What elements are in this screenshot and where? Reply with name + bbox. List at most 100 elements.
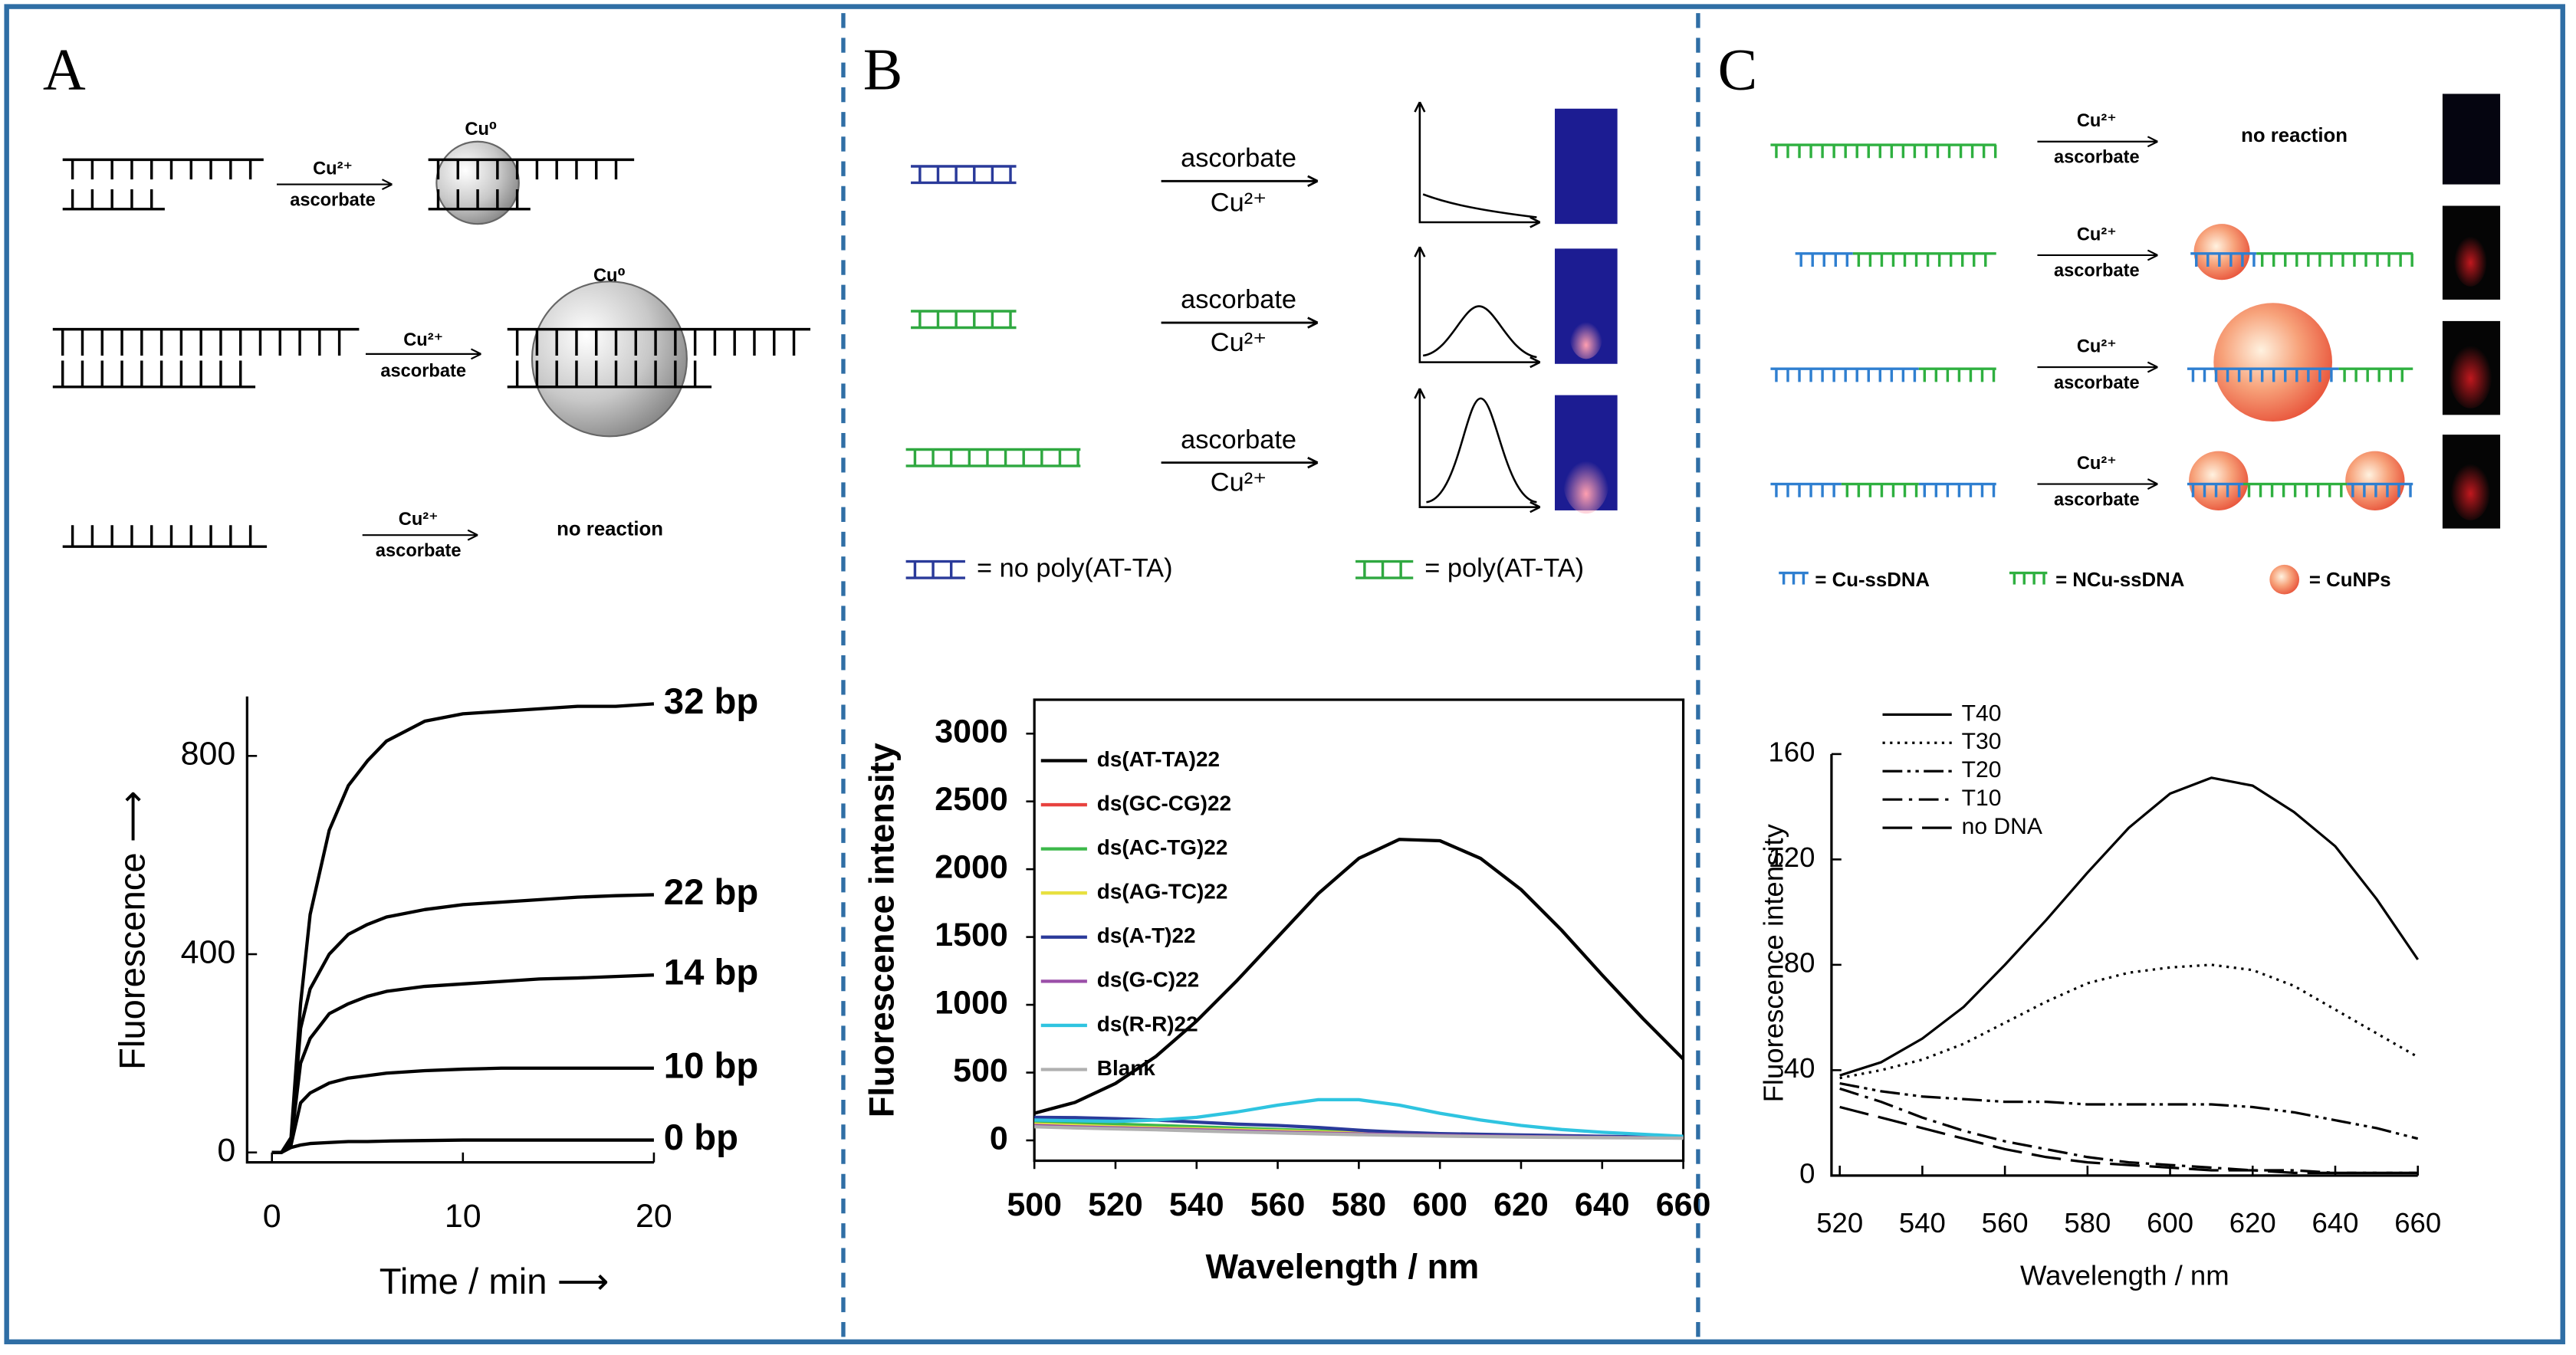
x-tick-label: 640 bbox=[2312, 1207, 2359, 1239]
legend-label: T30 bbox=[1962, 729, 2002, 754]
reagent: ascorbate bbox=[1181, 285, 1296, 314]
dna-strand bbox=[911, 165, 1017, 183]
dna-strand bbox=[905, 448, 1081, 466]
dna-strand bbox=[911, 310, 1017, 328]
x-tick-label: 540 bbox=[1169, 1186, 1224, 1223]
reaction-arrow bbox=[2037, 136, 2158, 148]
y-tick-label: 0 bbox=[1799, 1157, 1815, 1189]
reagent: Cu²⁺ bbox=[1211, 188, 1267, 217]
legend-text: = NCu-ssDNA bbox=[2055, 569, 2184, 591]
product-label: Cu⁰ bbox=[465, 120, 497, 139]
nanoparticle bbox=[2193, 224, 2250, 281]
vial-glow bbox=[2453, 234, 2487, 287]
reagent: ascorbate bbox=[380, 362, 466, 382]
data-line bbox=[1839, 1105, 2418, 1175]
x-tick-label: 10 bbox=[445, 1198, 481, 1235]
dna-strand bbox=[2187, 482, 2243, 497]
x-tick-label: 580 bbox=[1332, 1186, 1387, 1223]
mini-curve bbox=[1426, 397, 1537, 504]
reaction-arrow bbox=[365, 348, 481, 360]
x-tick-label: 580 bbox=[2064, 1207, 2111, 1239]
data-line bbox=[1839, 1081, 2419, 1140]
dna-strand bbox=[52, 327, 360, 356]
dna-strand bbox=[1841, 482, 1919, 497]
schematic-c: Cu²⁺ ascorbate Cu²⁺ ascorbate Cu²⁺ ascor… bbox=[1815, 94, 2501, 595]
series-label: 0 bp bbox=[664, 1117, 738, 1158]
y-tick-label: 500 bbox=[953, 1052, 1008, 1089]
x-tick-label: 520 bbox=[1088, 1186, 1143, 1223]
legend-label: T10 bbox=[1962, 786, 2002, 811]
reaction-arrow bbox=[362, 529, 478, 541]
dna-strand bbox=[52, 360, 256, 389]
y-tick-label: 120 bbox=[1768, 842, 1815, 873]
series-label: 22 bp bbox=[664, 872, 758, 913]
legend-label: ds(AC-TG)22 bbox=[1097, 835, 1228, 859]
reagent: ascorbate bbox=[2054, 490, 2140, 510]
y-tick-label: 160 bbox=[1768, 737, 1815, 768]
series-label: 14 bp bbox=[664, 953, 758, 993]
x-tick-label: 560 bbox=[1982, 1207, 2029, 1239]
dna-strand bbox=[428, 189, 531, 211]
legend-text: = CuNPs bbox=[2309, 569, 2391, 591]
legend-label: ds(G-C)22 bbox=[1097, 968, 1199, 992]
x-tick-label: 560 bbox=[1250, 1186, 1306, 1223]
data-line bbox=[1034, 1125, 1684, 1140]
x-tick-label: 540 bbox=[1899, 1207, 1946, 1239]
vial-glow bbox=[1562, 448, 1609, 514]
dna-strand bbox=[2338, 367, 2413, 382]
dna-strand bbox=[1918, 482, 1996, 497]
legend-text: = Cu-ssDNA bbox=[1815, 569, 1930, 591]
dna-strand bbox=[1795, 252, 1853, 267]
dna-strand bbox=[905, 559, 965, 579]
reagent: ascorbate bbox=[376, 541, 462, 561]
reagent: ascorbate bbox=[1181, 425, 1296, 454]
data-line bbox=[271, 973, 655, 1154]
panel-label: A bbox=[43, 37, 86, 103]
y-axis-label: Fluorescence intensity bbox=[863, 743, 902, 1117]
legend-sphere bbox=[2269, 564, 2300, 595]
reaction-arrow bbox=[276, 179, 393, 191]
mini-axes bbox=[1414, 101, 1541, 228]
legend-label: ds(AT-TA)22 bbox=[1097, 747, 1220, 771]
data-line bbox=[271, 1138, 654, 1154]
y-tick-label: 0 bbox=[217, 1132, 235, 1169]
panel-label: B bbox=[863, 37, 903, 103]
data-line bbox=[1033, 838, 1685, 1115]
vial-glow bbox=[2449, 342, 2492, 408]
legend-text: = no poly(AT-TA) bbox=[977, 553, 1173, 582]
product-label: Cu⁰ bbox=[593, 266, 626, 286]
x-axis-label: Wavelength / nm bbox=[1206, 1247, 1480, 1286]
vial-glow bbox=[1569, 313, 1603, 359]
reaction-arrow bbox=[1161, 317, 1319, 329]
dna-strand bbox=[1770, 367, 1919, 382]
data-line bbox=[1034, 1097, 1684, 1138]
reaction-arrow bbox=[2037, 249, 2158, 261]
legend-label: Blank bbox=[1097, 1056, 1155, 1080]
dna-strand bbox=[2190, 252, 2257, 267]
x-tick-label: 620 bbox=[2229, 1207, 2276, 1239]
mini-axes bbox=[1414, 388, 1541, 513]
legend-label: ds(GC-CG)22 bbox=[1097, 791, 1231, 815]
y-tick-label: 400 bbox=[181, 933, 236, 970]
no-reaction: no reaction bbox=[2241, 125, 2348, 146]
mini-axes bbox=[1414, 246, 1541, 369]
reagent: ascorbate bbox=[290, 190, 376, 210]
axes bbox=[245, 696, 654, 1164]
x-tick-label: 0 bbox=[263, 1198, 281, 1235]
legend-label: ds(R-R)22 bbox=[1097, 1012, 1198, 1035]
dna-strand bbox=[2187, 367, 2339, 382]
y-axis-label: Fluorescence ⟶ bbox=[113, 790, 153, 1070]
legend-label: no DNA bbox=[1962, 814, 2042, 839]
nanoparticle bbox=[531, 281, 688, 438]
dna-strand bbox=[62, 158, 264, 180]
x-tick-label: 640 bbox=[1575, 1186, 1630, 1223]
x-axis-label: Wavelength / nm bbox=[2020, 1260, 2229, 1291]
legend-label: ds(AG-TC)22 bbox=[1097, 880, 1228, 904]
reagent: Cu²⁺ bbox=[1211, 328, 1267, 357]
reagent: ascorbate bbox=[1181, 143, 1296, 172]
vial-photo bbox=[1555, 108, 1618, 225]
x-tick-label: 520 bbox=[1816, 1207, 1863, 1239]
reagent: Cu²⁺ bbox=[313, 159, 353, 179]
dna-strand bbox=[1355, 559, 1414, 579]
data-line bbox=[271, 893, 654, 1154]
